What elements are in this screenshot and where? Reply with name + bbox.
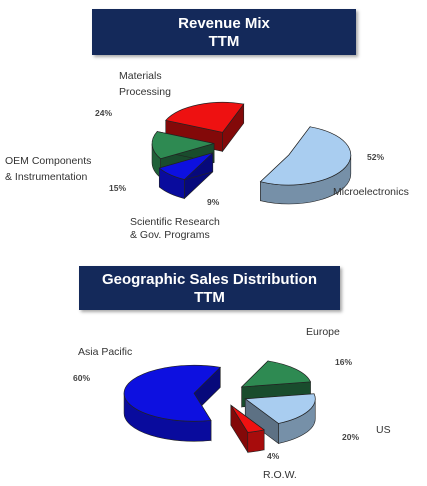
category-label-oem-components-instrumentation: & Instrumentation <box>5 171 87 183</box>
category-label-oem-components-instrumentation: OEM Components <box>5 155 91 167</box>
category-label-scientific-research-gov-programs: Scientific Research <box>130 216 220 228</box>
category-label-materials-processing: Materials <box>119 70 162 82</box>
slice-microelectronics <box>259 126 352 186</box>
value-label-europe: 16% <box>335 357 352 367</box>
category-label-europe: Europe <box>306 326 340 338</box>
value-label-us: 20% <box>342 432 359 442</box>
value-label-materials-processing: 24% <box>95 108 112 118</box>
category-label-microelectronics: Microelectronics <box>333 186 409 198</box>
value-label-r-o-w: 4% <box>267 451 280 461</box>
value-label-microelectronics: 52% <box>367 152 384 162</box>
slice-scientific-research-gov-programs <box>158 152 214 180</box>
slice-europe <box>240 360 312 388</box>
category-label-us: US <box>376 424 391 436</box>
geographic-sales-title: Geographic Sales Distribution TTM <box>79 266 340 310</box>
chart-title-line-2: TTM <box>208 33 240 50</box>
slice-r-o-w <box>230 404 265 433</box>
slice-asia-pacific <box>123 364 222 422</box>
chart-title-line-1: Revenue Mix <box>178 15 270 32</box>
category-label-materials-processing: Processing <box>119 86 171 98</box>
category-label-scientific-research-gov-programs: & Gov. Programs <box>130 229 210 241</box>
value-label-scientific-research-gov-programs: 9% <box>207 197 220 207</box>
value-label-oem-components-instrumentation: 15% <box>109 183 126 193</box>
category-label-asia-pacific: Asia Pacific <box>78 346 132 358</box>
chart-title-line-2: TTM <box>194 289 225 306</box>
chart-title-line-1: Geographic Sales Distribution <box>101 271 318 288</box>
slice-materials-processing <box>165 102 245 133</box>
value-label-asia-pacific: 60% <box>73 373 90 383</box>
slice-oem-components-instrumentation <box>151 131 215 160</box>
category-label-r-o-w: R.O.W. <box>263 469 297 481</box>
slice-us <box>244 393 316 424</box>
revenue-mix-title: Revenue Mix TTM <box>92 9 356 55</box>
